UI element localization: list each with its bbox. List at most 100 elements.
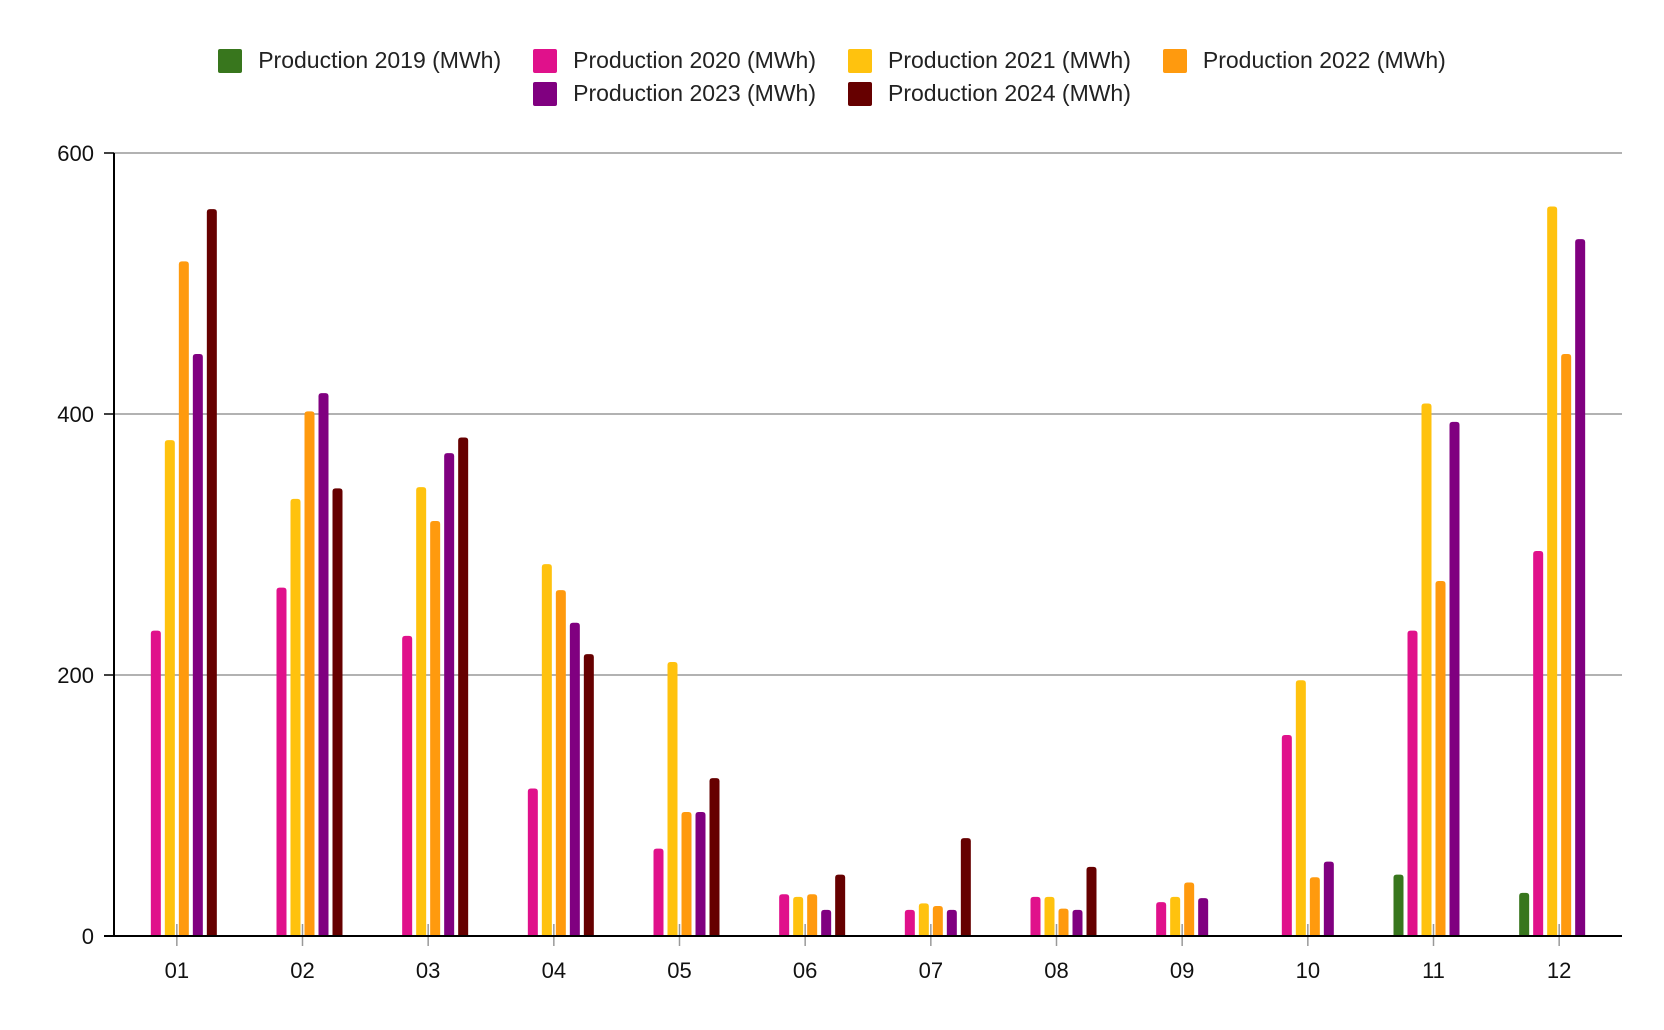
legend-label-2020: Production 2020 (MWh) — [573, 47, 816, 73]
bar-2021-10[interactable]: Production 2021 (MWh) 10: 196 — [1295, 680, 1306, 936]
y-tick-label: 200 — [57, 663, 94, 688]
bar-2022-06[interactable]: Production 2022 (MWh) 06: 32 — [807, 894, 818, 936]
bar-2024-06[interactable]: Production 2024 (MWh) 06: 47 — [835, 874, 846, 936]
bar-2021-09[interactable]: Production 2021 (MWh) 09: 30 — [1170, 896, 1181, 936]
bar-2024-02[interactable]: Production 2024 (MWh) 02: 343 — [332, 488, 343, 936]
legend-item-2020[interactable]: Production 2020 (MWh) — [533, 47, 816, 74]
bar-2020-03[interactable]: Production 2020 (MWh) 03: 230 — [402, 635, 413, 936]
bar-2022-08[interactable]: Production 2022 (MWh) 08: 21 — [1058, 908, 1069, 936]
bar-2021-08[interactable]: Production 2021 (MWh) 08: 30 — [1044, 896, 1055, 936]
x-tick-label: 11 — [1422, 958, 1445, 983]
bar-2022-03[interactable]: Production 2022 (MWh) 03: 318 — [430, 521, 441, 936]
bar-2019-11[interactable]: Production 2019 (MWh) 11: 47 — [1393, 874, 1404, 936]
x-tick-label: 04 — [542, 958, 566, 983]
x-tick-label: 07 — [919, 958, 943, 983]
bar-2022-02[interactable]: Production 2022 (MWh) 02: 402 — [304, 411, 315, 936]
bar-2023-01[interactable]: Production 2023 (MWh) 01: 446 — [192, 353, 203, 937]
bar-2023-02[interactable]: Production 2023 (MWh) 02: 416 — [318, 393, 329, 936]
legend-swatch-2024 — [848, 81, 872, 106]
legend: Production 2019 (MWh) Production 2020 (M… — [0, 44, 1664, 110]
bar-2023-03[interactable]: Production 2023 (MWh) 03: 370 — [444, 453, 455, 936]
x-tick-label: 12 — [1547, 958, 1571, 983]
bar-2023-05[interactable]: Production 2023 (MWh) 05: 95 — [695, 812, 706, 936]
bar-2021-12[interactable]: Production 2021 (MWh) 12: 559 — [1547, 206, 1558, 936]
bar-2021-01[interactable]: Production 2021 (MWh) 01: 380 — [164, 440, 175, 936]
y-axis-ticks: 0 200 400 600 — [57, 141, 114, 949]
bar-2021-05[interactable]: Production 2021 (MWh) 05: 210 — [667, 661, 678, 936]
legend-row-2: Production 2023 (MWh) Production 2024 (M… — [0, 77, 1664, 110]
legend-row-1: Production 2019 (MWh) Production 2020 (M… — [0, 44, 1664, 77]
legend-label-2021: Production 2021 (MWh) — [888, 47, 1131, 73]
bar-2022-05[interactable]: Production 2022 (MWh) 05: 95 — [681, 812, 692, 936]
y-tick-label: 600 — [57, 141, 94, 166]
bar-2023-07[interactable]: Production 2023 (MWh) 07: 20 — [946, 909, 957, 936]
bar-2022-07[interactable]: Production 2022 (MWh) 07: 23 — [932, 905, 943, 936]
bar-2020-02[interactable]: Production 2020 (MWh) 02: 267 — [276, 587, 287, 936]
bar-2021-04[interactable]: Production 2021 (MWh) 04: 285 — [541, 564, 552, 936]
bar-2024-08[interactable]: Production 2024 (MWh) 08: 53 — [1086, 866, 1097, 936]
bar-2022-09[interactable]: Production 2022 (MWh) 09: 41 — [1184, 882, 1195, 936]
bar-2023-12[interactable]: Production 2023 (MWh) 12: 534 — [1575, 239, 1586, 936]
bar-2023-06[interactable]: Production 2023 (MWh) 06: 20 — [821, 909, 832, 936]
bar-2020-09[interactable]: Production 2020 (MWh) 09: 26 — [1156, 902, 1167, 936]
legend-swatch-2022 — [1162, 48, 1187, 73]
bar-2022-10[interactable]: Production 2022 (MWh) 10: 45 — [1309, 877, 1320, 936]
bar-2024-03[interactable]: Production 2024 (MWh) 03: 382 — [458, 437, 469, 936]
bar-2023-11[interactable]: Production 2023 (MWh) 11: 394 — [1449, 421, 1460, 937]
x-tick-label: 05 — [667, 958, 691, 983]
bar-2020-08[interactable]: Production 2020 (MWh) 08: 30 — [1030, 896, 1041, 936]
bar-2022-12[interactable]: Production 2022 (MWh) 12: 446 — [1561, 353, 1572, 937]
bar-2023-09[interactable]: Production 2023 (MWh) 09: 29 — [1198, 898, 1209, 936]
bar-2020-07[interactable]: Production 2020 (MWh) 07: 20 — [904, 909, 915, 936]
bar-2024-05[interactable]: Production 2024 (MWh) 05: 121 — [709, 778, 720, 936]
bar-2024-04[interactable]: Production 2024 (MWh) 04: 216 — [583, 654, 594, 936]
bar-2021-03[interactable]: Production 2021 (MWh) 03: 344 — [416, 487, 427, 936]
legend-swatch-2021 — [848, 48, 872, 73]
x-tick-label: 06 — [793, 958, 817, 983]
bar-2020-10[interactable]: Production 2020 (MWh) 10: 154 — [1281, 735, 1292, 936]
bar-2024-07[interactable]: Production 2024 (MWh) 07: 75 — [960, 838, 971, 936]
bar-2024-01[interactable]: Production 2024 (MWh) 01: 557 — [206, 209, 217, 937]
legend-label-2022: Production 2022 (MWh) — [1202, 47, 1446, 73]
bar-2020-06[interactable]: Production 2020 (MWh) 06: 32 — [779, 894, 790, 936]
legend-swatch-2019 — [218, 48, 243, 73]
bar-2022-11[interactable]: Production 2022 (MWh) 11: 272 — [1435, 581, 1446, 936]
legend-label-2019: Production 2019 (MWh) — [258, 47, 502, 73]
x-tick-label: 03 — [416, 958, 440, 983]
legend-label-2023: Production 2023 (MWh) — [573, 80, 816, 106]
bar-2020-11[interactable]: Production 2020 (MWh) 11: 234 — [1407, 630, 1418, 936]
bar-2023-08[interactable]: Production 2023 (MWh) 08: 20 — [1072, 909, 1083, 936]
bar-2022-04[interactable]: Production 2022 (MWh) 04: 265 — [555, 590, 566, 936]
bar-2021-07[interactable]: Production 2021 (MWh) 07: 25 — [918, 903, 929, 936]
x-tick-label: 01 — [165, 958, 189, 983]
bar-2021-11[interactable]: Production 2021 (MWh) 11: 408 — [1421, 403, 1432, 936]
legend-swatch-2023 — [533, 81, 558, 106]
legend-item-2023[interactable]: Production 2023 (MWh) — [533, 80, 816, 107]
legend-item-2019[interactable]: Production 2019 (MWh) — [218, 47, 501, 74]
x-axis-ticks: 01 02 03 04 05 06 07 08 09 10 11 12 — [165, 924, 1571, 983]
legend-item-2024[interactable]: Production 2024 (MWh) — [848, 80, 1131, 107]
x-tick-label: 09 — [1170, 958, 1194, 983]
legend-item-2021[interactable]: Production 2021 (MWh) — [848, 47, 1131, 74]
bar-2021-06[interactable]: Production 2021 (MWh) 06: 30 — [793, 896, 804, 936]
y-tick-label: 0 — [82, 924, 94, 949]
y-tick-label: 400 — [57, 402, 94, 427]
bar-2023-10[interactable]: Production 2023 (MWh) 10: 57 — [1323, 861, 1334, 936]
bar-2019-12[interactable]: Production 2019 (MWh) 12: 33 — [1519, 892, 1530, 936]
legend-swatch-2020 — [533, 48, 558, 73]
bar-2021-02[interactable]: Production 2021 (MWh) 02: 335 — [290, 498, 301, 936]
bar-2020-12[interactable]: Production 2020 (MWh) 12: 295 — [1533, 551, 1544, 936]
bar-2020-01[interactable]: Production 2020 (MWh) 01: 234 — [150, 630, 161, 936]
bar-2020-05[interactable]: Production 2020 (MWh) 05: 67 — [653, 848, 664, 936]
gridlines — [114, 152, 1622, 676]
legend-item-2022[interactable]: Production 2022 (MWh) — [1162, 47, 1446, 74]
legend-label-2024: Production 2024 (MWh) — [888, 80, 1131, 106]
bars: Production 2020 (MWh) 01: 234Production … — [150, 206, 1586, 937]
bar-2023-04[interactable]: Production 2023 (MWh) 04: 240 — [569, 622, 580, 936]
bar-2022-01[interactable]: Production 2022 (MWh) 01: 517 — [178, 261, 189, 936]
x-tick-label: 08 — [1044, 958, 1068, 983]
bar-2020-04[interactable]: Production 2020 (MWh) 04: 113 — [527, 788, 538, 936]
x-tick-label: 10 — [1296, 958, 1320, 983]
